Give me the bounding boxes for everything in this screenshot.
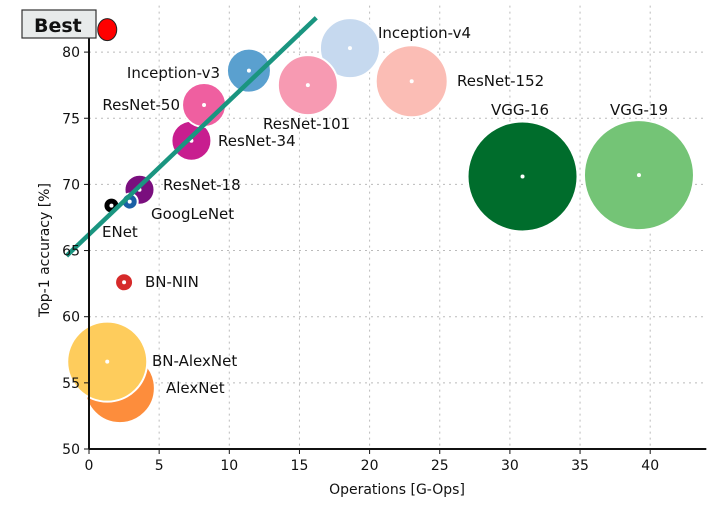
best-label-box: [21, 9, 97, 39]
y-tick-label: 60: [62, 310, 80, 326]
bubble-bn-alexnet: [66, 320, 149, 403]
point-labels: VGG-19 VGG-16 ResNet-152 Inception-v4 ResNet…: [102, 24, 668, 397]
point-label: ResNet-34: [218, 132, 296, 150]
point-label: ResNet-152: [457, 72, 544, 90]
bubble-resnet-101: [276, 54, 339, 117]
point-label: BN-NIN: [145, 273, 199, 291]
bubble-center-dot: [122, 280, 127, 285]
point-label: VGG-19: [610, 101, 668, 119]
bubble-center-dot: [305, 83, 310, 88]
y-tick-label: 55: [62, 376, 80, 392]
y-axis-label: Top-1 accuracy [%]: [37, 183, 53, 318]
point-label: ResNet-50: [102, 96, 180, 114]
point-label: GoogLeNet: [151, 205, 234, 223]
bubble-resnet-50: [181, 82, 228, 129]
bubble-bn-nin: [114, 272, 135, 293]
bubble-vgg-19: [582, 119, 695, 232]
x-tick-label: 0: [85, 458, 94, 474]
axes: 0 5 10 15 20 25 30 35 40 50 55 60 65 70 75 80: [62, 20, 707, 474]
x-tick-label: 15: [291, 458, 309, 474]
x-tick-label: 40: [641, 458, 659, 474]
point-label: Inception-v3: [127, 64, 220, 82]
bubble-center-dot: [409, 79, 414, 84]
best-label: Best: [34, 15, 82, 37]
bubble-inception-v3: [225, 47, 272, 94]
point-label: Inception-v4: [378, 24, 471, 42]
y-tick-label: 80: [62, 45, 80, 61]
x-tick-label: 35: [571, 458, 589, 474]
bubble-vgg-16: [466, 120, 579, 233]
bubble-center-dot: [109, 203, 114, 208]
x-tick-label: 30: [501, 458, 519, 474]
point-label: ENet: [102, 223, 138, 241]
best-marker: Best: [21, 9, 118, 42]
x-axis-label: Operations [G-Ops]: [329, 482, 465, 498]
bubble-center-dot: [127, 199, 132, 204]
point-label: VGG-16: [491, 101, 549, 119]
point-label: AlexNet: [166, 379, 225, 397]
y-tick-label: 70: [62, 177, 80, 193]
bubble-center-dot: [347, 46, 352, 51]
x-tick-label: 10: [220, 458, 238, 474]
y-tick-label: 75: [62, 111, 80, 127]
best-marker-dot: [97, 18, 118, 42]
bubble-center-dot: [636, 173, 641, 178]
point-label: ResNet-101: [263, 115, 350, 133]
x-tick-label: 5: [155, 458, 164, 474]
y-tick-label: 50: [62, 442, 80, 458]
bubble-center-dot: [202, 103, 207, 108]
y-tick-label: 65: [62, 244, 80, 260]
x-tick-label: 25: [431, 458, 449, 474]
point-label: ResNet-18: [163, 176, 241, 194]
bubble-center-dot: [105, 359, 110, 364]
bubble-center-dot: [520, 174, 525, 179]
point-label: BN-AlexNet: [152, 352, 237, 370]
x-tick-label: 20: [361, 458, 379, 474]
bubble-resnet-152: [374, 44, 449, 119]
bubble-inception-v4: [318, 17, 381, 80]
bubble-center-dot: [246, 68, 251, 73]
trend-line: [64, 16, 318, 258]
